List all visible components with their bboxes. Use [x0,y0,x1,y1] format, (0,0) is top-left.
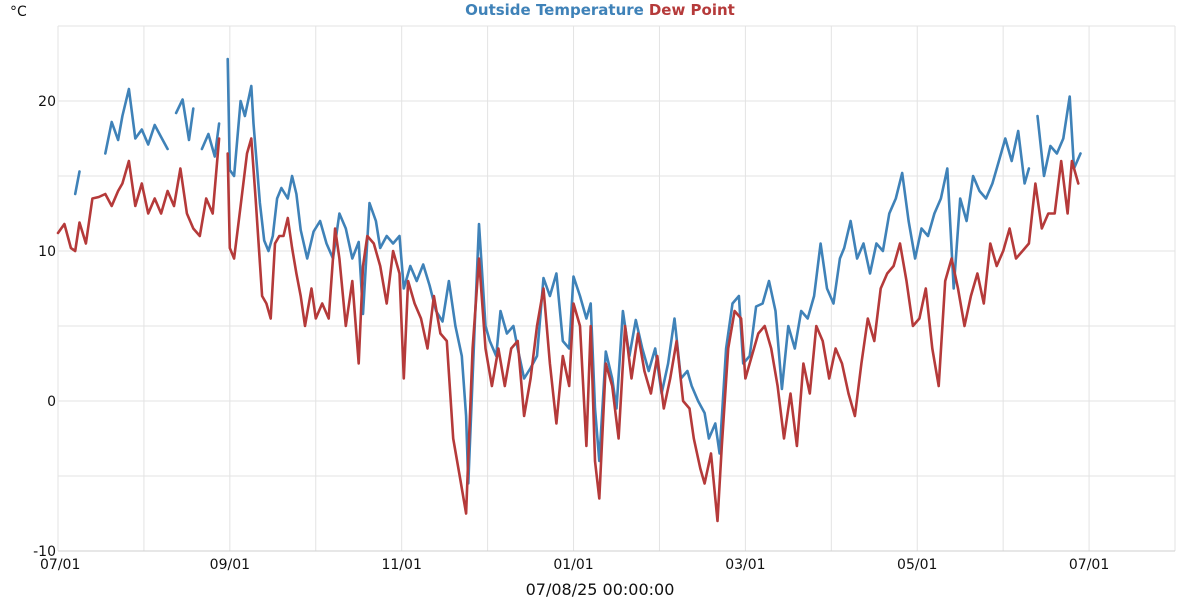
series-layer [56,57,1082,523]
x-tick-label: 07/01 [40,557,80,573]
y-tick-label: 20 [38,94,56,110]
grid [57,25,1176,552]
chart-title: Outside Temperature Dew Point [465,1,735,19]
x-axis-label: 07/08/25 00:00:00 [526,580,675,599]
x-tick-label: 11/01 [382,557,422,573]
series-line-dew-point [56,137,1080,523]
y-tick-label: 10 [38,244,56,260]
x-tick-label: 09/01 [210,557,250,573]
x-tick-label: 01/01 [553,557,593,573]
title-dew-point: Dew Point [649,1,735,19]
x-tick-label: 05/01 [897,557,937,573]
y-tick-label: 0 [47,394,56,410]
y-unit-label: °C [10,4,27,20]
series-line-outside-temperature [73,57,1082,485]
x-tick-label: 07/01 [1069,557,1109,573]
axis-labels: -10 0 10 20 07/01 09/01 11/01 01/01 03/01 05/01 07… [33,94,1109,573]
title-outside-temperature: Outside Temperature [465,1,644,19]
x-tick-label: 03/01 [725,557,765,573]
y-tick-label: -10 [33,544,56,560]
